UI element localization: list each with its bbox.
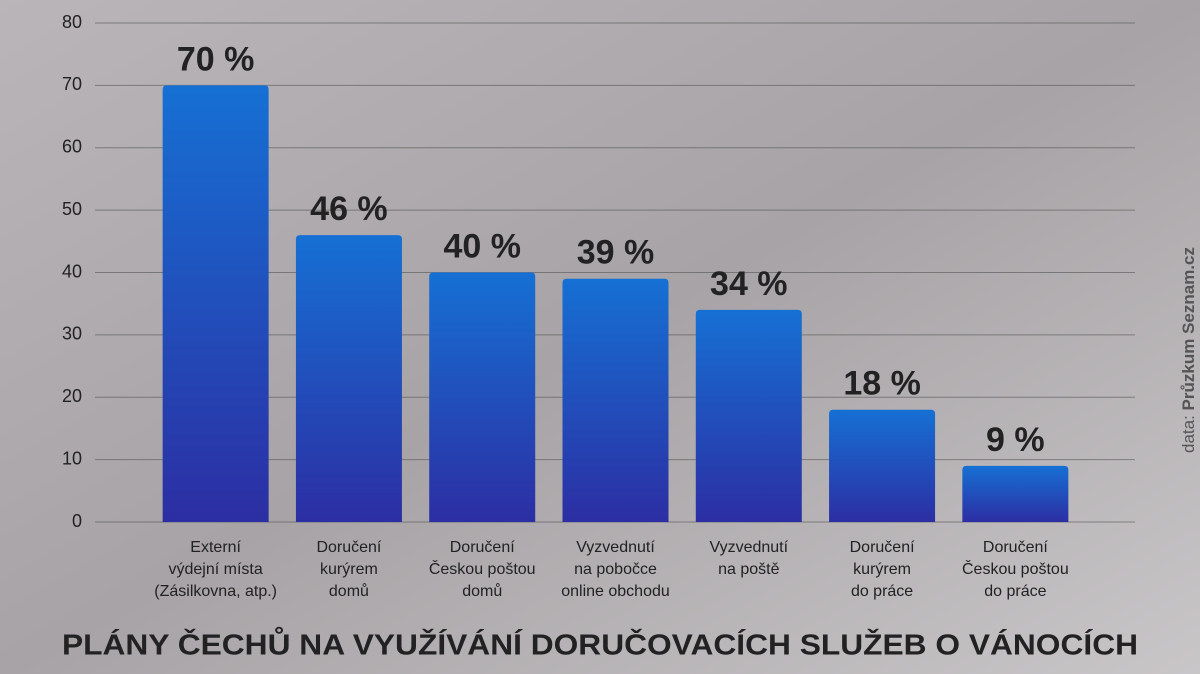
value-label: 18 % [843,365,921,403]
source: data: Průzkum Seznam.cz [1179,247,1198,453]
x-tick-label: domů [329,582,369,600]
x-tick-label: Doručení [450,539,515,556]
chart-title: PLÁNY ČECHŮ NA VYUŽÍVÁNÍ DORUČOVACÍCH SL… [62,626,1138,662]
value-label: 46 % [310,190,388,228]
y-tick-label: 10 [62,448,82,468]
y-tick-label: 30 [62,324,82,344]
x-tick-label: online obchodu [561,583,670,600]
value-label: 40 % [443,227,521,265]
x-tick-label: domů [462,582,502,600]
bar [829,409,936,522]
y-tick-label: 0 [72,511,82,531]
x-tick-label: do práce [984,583,1046,600]
x-tick-label: Českou poštou [962,559,1069,578]
y-tick-label: 40 [62,261,82,281]
y-tick-label: 80 [62,12,82,32]
x-tick-label: Doručení [983,539,1048,556]
y-tick-label: 50 [62,199,82,219]
x-tick-label: kurýrem [320,561,378,578]
x-tick-label: Doručení [850,539,915,556]
x-tick-label: Externí [190,539,241,556]
value-label: 70 % [177,40,255,78]
x-tick-label: na poště [718,561,779,578]
bar [962,465,1069,522]
bar [695,309,802,522]
value-label: 9 % [986,421,1045,459]
x-tick-label: do práce [851,583,913,600]
bar [562,278,669,522]
bar [295,235,402,522]
x-tick-label: Českou poštou [429,559,536,578]
source-prefix: data: [1179,415,1198,453]
y-tick-label: 70 [62,74,82,94]
x-tick-label: výdejní místa [169,561,263,578]
value-label: 39 % [577,234,655,272]
x-tick-label: (Zásilkovna, atp.) [154,583,277,600]
x-tick-label: Vyzvednutí [710,539,789,556]
x-tick-label: na pobočce [574,561,657,578]
source-name: Průzkum Seznam.cz [1179,247,1198,410]
bar [429,272,536,522]
x-tick-label: Vyzvednutí [576,539,655,556]
x-tick-label: kurýrem [853,561,911,578]
y-tick-label: 60 [62,137,82,157]
y-tick-label: 20 [62,386,82,406]
x-tick-label: Doručení [316,539,381,556]
bar [162,85,269,522]
value-label: 34 % [710,265,788,303]
